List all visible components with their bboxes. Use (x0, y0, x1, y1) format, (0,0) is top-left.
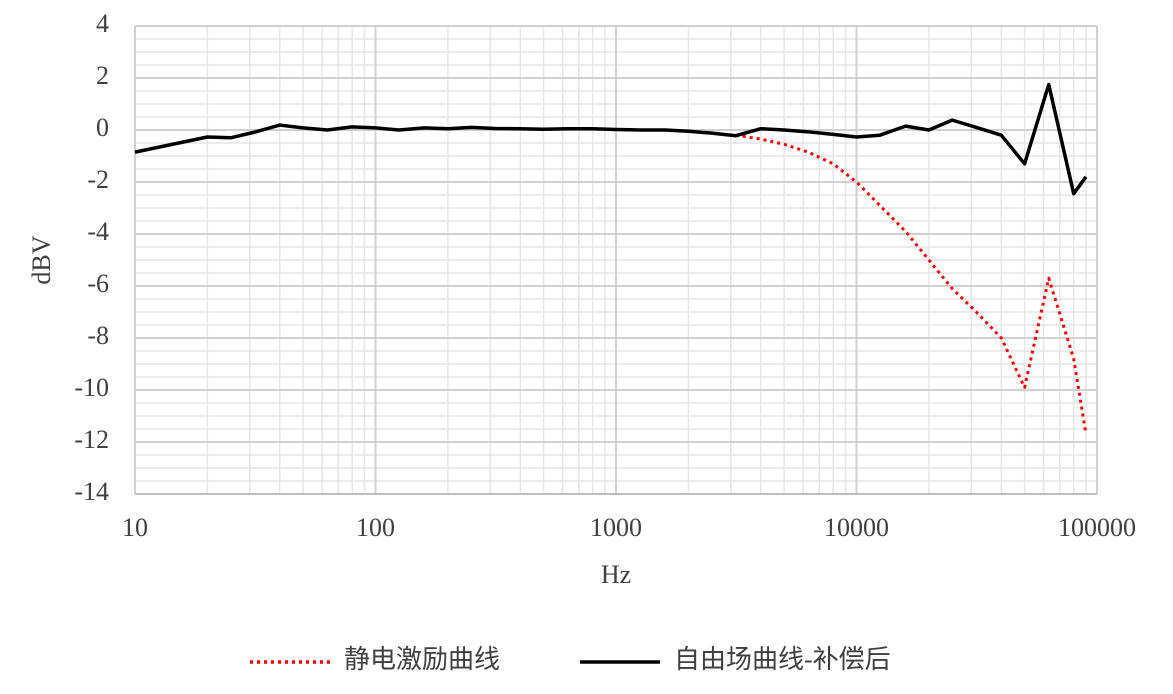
y-tick-label: -6 (87, 269, 109, 298)
legend-label: 自由场曲线-补偿后 (674, 645, 891, 674)
data-line (134, 82, 1088, 196)
legend-label: 静电激励曲线 (344, 645, 500, 674)
x-tick-label: 100000 (1058, 513, 1136, 542)
y-tick-label: 0 (96, 113, 109, 142)
y-tick-label: -2 (87, 165, 109, 194)
x-tick-label: 10 (122, 513, 148, 542)
x-tick-label: 1000 (590, 513, 642, 542)
y-tick-label: 4 (96, 9, 109, 38)
y-tick-label: -8 (87, 321, 109, 350)
y-tick-label: -12 (74, 425, 109, 454)
x-axis-label: Hz (601, 560, 631, 589)
data-line (735, 133, 1088, 435)
x-tick-label: 100 (356, 513, 395, 542)
y-axis-label: dBV (27, 235, 56, 284)
y-tick-label: -10 (74, 373, 109, 402)
y-tick-label: -4 (87, 217, 109, 246)
y-tick-label: -14 (74, 477, 109, 506)
x-tick-label: 10000 (824, 513, 889, 542)
y-tick-label: 2 (96, 61, 109, 90)
